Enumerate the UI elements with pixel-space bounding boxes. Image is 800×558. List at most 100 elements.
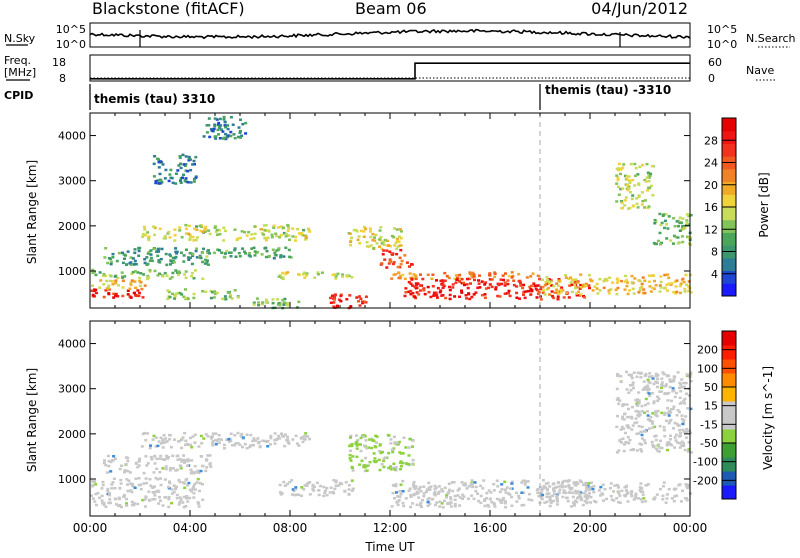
heatmap-cell bbox=[641, 490, 645, 493]
heatmap-cell bbox=[234, 255, 238, 258]
heatmap-cell bbox=[188, 251, 192, 255]
heatmap-cell bbox=[254, 439, 258, 442]
heatmap-cell bbox=[184, 479, 188, 482]
heatmap-cell bbox=[589, 481, 593, 484]
heatmap-cell bbox=[594, 500, 598, 504]
heatmap-cell bbox=[356, 238, 360, 242]
heatmap-cell bbox=[465, 277, 469, 281]
heatmap-cell bbox=[488, 283, 492, 286]
heatmap-cell bbox=[208, 454, 212, 457]
heatmap-cell bbox=[631, 178, 635, 182]
heatmap-cell bbox=[503, 488, 507, 491]
heatmap-cell bbox=[500, 282, 504, 286]
heatmap-cell bbox=[651, 443, 655, 447]
x-tick-label: 00:00 bbox=[73, 521, 108, 535]
heatmap-cell bbox=[393, 244, 396, 247]
heatmap-cell bbox=[178, 496, 182, 499]
heatmap-cell bbox=[687, 450, 690, 453]
heatmap-cell bbox=[420, 505, 423, 508]
heatmap-cell bbox=[252, 301, 256, 304]
heatmap-cell bbox=[433, 494, 437, 497]
heatmap-cell bbox=[641, 388, 645, 391]
heatmap-cell bbox=[640, 437, 644, 440]
heatmap-cell bbox=[355, 443, 359, 446]
power-colorbar-label: Power [dB] bbox=[757, 172, 771, 237]
heatmap-cell bbox=[373, 457, 377, 460]
heatmap-cell bbox=[387, 262, 391, 265]
heatmap-cell bbox=[639, 487, 643, 490]
heatmap-cell bbox=[349, 449, 352, 453]
heatmap-cell bbox=[508, 294, 512, 298]
heatmap-cell bbox=[261, 301, 265, 304]
heatmap-cell bbox=[627, 391, 631, 394]
heatmap-cell bbox=[615, 398, 619, 401]
heatmap-cell bbox=[687, 441, 691, 444]
power-heatmap bbox=[90, 115, 693, 310]
heatmap-cell bbox=[395, 491, 398, 494]
heatmap-cell bbox=[515, 500, 519, 503]
heatmap-cell bbox=[460, 291, 464, 294]
heatmap-cell bbox=[587, 482, 591, 485]
heatmap-cell bbox=[665, 383, 668, 386]
heatmap-cell bbox=[490, 500, 494, 504]
heatmap-cell bbox=[192, 177, 196, 181]
heatmap-cell bbox=[628, 289, 632, 292]
heatmap-cell bbox=[377, 458, 381, 462]
heatmap-cell bbox=[617, 162, 621, 166]
heatmap-cell bbox=[672, 487, 676, 491]
heatmap-cell bbox=[541, 493, 545, 497]
heatmap-cell bbox=[362, 230, 366, 233]
heatmap-cell bbox=[343, 489, 347, 493]
heatmap-cell bbox=[355, 444, 359, 447]
heatmap-cell bbox=[155, 467, 159, 470]
heatmap-cell bbox=[620, 489, 624, 493]
heatmap-cell bbox=[556, 295, 560, 298]
heatmap-cell bbox=[192, 180, 196, 183]
heatmap-cell bbox=[168, 173, 172, 176]
heatmap-cell bbox=[615, 425, 619, 429]
heatmap-cell bbox=[192, 492, 196, 495]
heatmap-cell bbox=[174, 247, 178, 250]
heatmap-cell bbox=[294, 239, 297, 242]
heatmap-cell bbox=[91, 479, 95, 483]
heatmap-cell bbox=[487, 489, 491, 492]
heatmap-cell bbox=[148, 259, 152, 262]
heatmap-cell bbox=[358, 304, 362, 307]
heatmap-cell bbox=[630, 428, 634, 431]
heatmap-cell bbox=[320, 271, 324, 274]
heatmap-cell bbox=[217, 441, 221, 444]
heatmap-cell bbox=[225, 249, 229, 253]
heatmap-cell bbox=[528, 285, 532, 289]
heatmap-cell bbox=[609, 482, 613, 485]
heatmap-cell bbox=[409, 292, 413, 296]
heatmap-cell bbox=[648, 186, 652, 190]
heatmap-cell bbox=[588, 286, 591, 290]
heatmap-cell bbox=[549, 501, 553, 505]
heatmap-cell bbox=[638, 489, 642, 492]
heatmap-cell bbox=[245, 433, 249, 436]
heatmap-cell bbox=[284, 246, 288, 249]
heatmap-cell bbox=[398, 256, 402, 260]
heatmap-cell bbox=[651, 412, 655, 415]
heatmap-cell bbox=[282, 231, 286, 235]
heatmap-cell bbox=[102, 272, 106, 276]
heatmap-cell bbox=[444, 296, 448, 300]
heatmap-cell bbox=[273, 438, 277, 442]
heatmap-cell bbox=[184, 443, 187, 446]
heatmap-cell bbox=[149, 256, 153, 260]
heatmap-cell bbox=[674, 292, 678, 295]
velocity-ylabel: Slant Range [km] bbox=[25, 368, 39, 472]
heatmap-cell bbox=[634, 174, 638, 177]
heatmap-cell bbox=[107, 292, 111, 296]
heatmap-cell bbox=[222, 239, 226, 242]
heatmap-cell bbox=[403, 277, 407, 281]
heatmap-cell bbox=[222, 443, 226, 447]
heatmap-cell bbox=[159, 483, 163, 487]
noise-right-label: N.Search bbox=[746, 32, 796, 45]
heatmap-cell bbox=[652, 497, 656, 501]
heatmap-cell bbox=[623, 199, 627, 202]
heatmap-cell bbox=[619, 172, 622, 176]
heatmap-cell bbox=[333, 487, 337, 491]
heatmap-cell bbox=[156, 274, 160, 277]
heatmap-cell bbox=[181, 436, 185, 439]
